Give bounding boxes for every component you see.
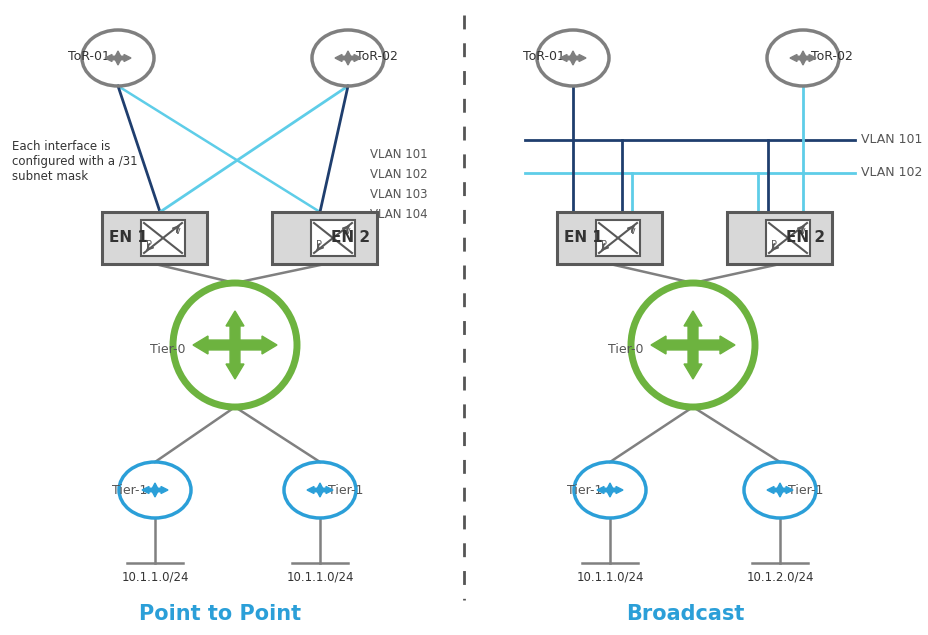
FancyArrow shape bbox=[776, 487, 782, 497]
FancyArrow shape bbox=[335, 55, 344, 62]
FancyArrow shape bbox=[151, 487, 159, 497]
Text: 10.1.1.0/24: 10.1.1.0/24 bbox=[122, 570, 188, 584]
FancyArrow shape bbox=[806, 55, 815, 62]
Text: Tier-1: Tier-1 bbox=[111, 483, 147, 497]
Text: VLAN 101: VLAN 101 bbox=[860, 133, 922, 147]
FancyArrow shape bbox=[193, 336, 231, 354]
FancyArrow shape bbox=[776, 483, 782, 493]
Text: v: v bbox=[629, 226, 635, 236]
Text: ToR-01: ToR-01 bbox=[68, 50, 110, 62]
Text: Broadcast: Broadcast bbox=[625, 604, 743, 624]
FancyArrow shape bbox=[344, 55, 351, 65]
Text: ToR-01: ToR-01 bbox=[522, 50, 564, 62]
Text: Point to Point: Point to Point bbox=[139, 604, 301, 624]
FancyBboxPatch shape bbox=[141, 220, 185, 256]
Text: Tier-0: Tier-0 bbox=[149, 344, 186, 356]
FancyArrow shape bbox=[226, 341, 244, 379]
Text: Tier-1: Tier-1 bbox=[787, 483, 822, 497]
FancyBboxPatch shape bbox=[727, 212, 831, 264]
FancyArrow shape bbox=[238, 336, 277, 354]
FancyArrow shape bbox=[683, 341, 702, 379]
Text: P: P bbox=[770, 240, 776, 250]
Text: VLAN 104: VLAN 104 bbox=[369, 208, 427, 222]
FancyArrow shape bbox=[151, 483, 159, 493]
Text: EN 2: EN 2 bbox=[785, 231, 825, 246]
Text: EN 2: EN 2 bbox=[331, 231, 370, 246]
Text: 10.1.2.0/24: 10.1.2.0/24 bbox=[745, 570, 813, 584]
FancyArrow shape bbox=[316, 483, 323, 493]
FancyArrow shape bbox=[799, 55, 806, 65]
FancyArrow shape bbox=[651, 336, 689, 354]
FancyArrow shape bbox=[105, 55, 115, 62]
FancyArrow shape bbox=[575, 55, 586, 62]
Text: VLAN 102: VLAN 102 bbox=[860, 166, 922, 180]
Text: Tier-1: Tier-1 bbox=[566, 483, 601, 497]
FancyBboxPatch shape bbox=[272, 212, 377, 264]
Text: 10.1.1.0/24: 10.1.1.0/24 bbox=[286, 570, 354, 584]
Text: VLAN 103: VLAN 103 bbox=[369, 189, 427, 201]
Text: Each interface is
configured with a /31
subnet mask: Each interface is configured with a /31 … bbox=[12, 140, 137, 183]
FancyArrow shape bbox=[767, 486, 776, 493]
FancyBboxPatch shape bbox=[766, 220, 809, 256]
FancyArrow shape bbox=[114, 55, 122, 65]
Text: Tier-0: Tier-0 bbox=[607, 344, 643, 356]
FancyArrow shape bbox=[799, 51, 806, 61]
FancyArrow shape bbox=[597, 486, 606, 493]
Text: Tier-1: Tier-1 bbox=[328, 483, 363, 497]
FancyArrow shape bbox=[569, 55, 576, 65]
FancyArrow shape bbox=[306, 486, 316, 493]
FancyArrow shape bbox=[696, 336, 734, 354]
FancyArrow shape bbox=[158, 486, 168, 493]
FancyBboxPatch shape bbox=[102, 212, 207, 264]
Text: ToR-02: ToR-02 bbox=[810, 50, 852, 62]
FancyArrow shape bbox=[606, 487, 612, 497]
Text: EN 1: EN 1 bbox=[110, 231, 148, 246]
Text: 10.1.1.0/24: 10.1.1.0/24 bbox=[575, 570, 643, 584]
FancyArrow shape bbox=[344, 51, 351, 61]
FancyArrow shape bbox=[114, 51, 122, 61]
FancyBboxPatch shape bbox=[596, 220, 639, 256]
Text: P: P bbox=[146, 240, 152, 250]
FancyArrow shape bbox=[121, 55, 131, 62]
FancyArrow shape bbox=[612, 486, 623, 493]
FancyArrow shape bbox=[606, 483, 612, 493]
Text: P: P bbox=[600, 240, 606, 250]
Text: v: v bbox=[174, 226, 181, 236]
Text: VLAN 101: VLAN 101 bbox=[369, 149, 427, 161]
Text: v: v bbox=[344, 226, 351, 236]
FancyArrow shape bbox=[683, 311, 702, 349]
FancyArrow shape bbox=[351, 55, 361, 62]
Text: P: P bbox=[316, 240, 322, 250]
FancyArrow shape bbox=[316, 487, 323, 497]
FancyArrow shape bbox=[226, 311, 244, 349]
Text: VLAN 102: VLAN 102 bbox=[369, 168, 427, 182]
FancyArrow shape bbox=[569, 51, 576, 61]
FancyArrow shape bbox=[142, 486, 152, 493]
FancyArrow shape bbox=[560, 55, 570, 62]
FancyArrow shape bbox=[782, 486, 793, 493]
FancyArrow shape bbox=[789, 55, 799, 62]
FancyBboxPatch shape bbox=[557, 212, 662, 264]
FancyArrow shape bbox=[323, 486, 332, 493]
Text: ToR-02: ToR-02 bbox=[355, 50, 397, 62]
Text: v: v bbox=[799, 226, 805, 236]
FancyBboxPatch shape bbox=[311, 220, 354, 256]
Text: EN 1: EN 1 bbox=[564, 231, 602, 246]
